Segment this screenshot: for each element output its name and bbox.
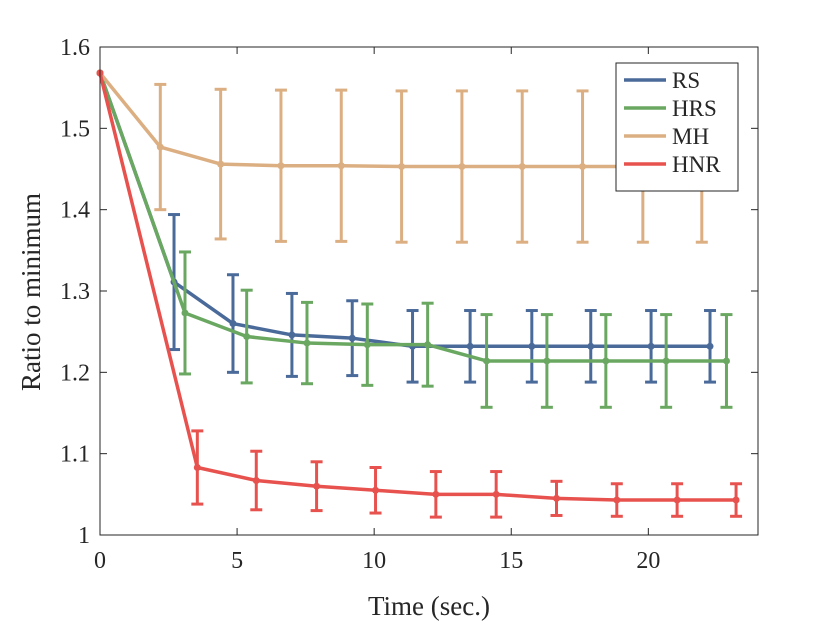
- data-point-hnr: [252, 477, 260, 485]
- data-point-hnr: [193, 463, 201, 471]
- data-point-hrs: [602, 357, 610, 365]
- data-point-hrs: [662, 357, 670, 365]
- data-point-hrs: [722, 357, 730, 365]
- data-point-mh: [277, 162, 285, 170]
- x-tick-label: 10: [362, 548, 386, 574]
- data-point-rs: [466, 342, 474, 350]
- data-point-rs: [229, 320, 237, 328]
- data-point-hnr: [673, 496, 681, 504]
- data-point-hrs: [424, 341, 432, 349]
- series-hnr: [96, 69, 743, 519]
- legend-label-hrs: HRS: [672, 96, 717, 121]
- y-axis-label: Ratio to minimum: [16, 193, 46, 391]
- data-point-mh: [579, 163, 587, 171]
- data-point-hnr: [313, 482, 321, 490]
- legend-box: [615, 62, 739, 192]
- data-point-hrs: [363, 341, 371, 349]
- data-point-hnr: [732, 496, 740, 504]
- y-tick-label: 1.1: [60, 442, 90, 468]
- data-point-hrs: [543, 357, 551, 365]
- data-point-mh: [217, 160, 225, 168]
- data-point-hnr: [492, 490, 500, 498]
- y-tick-label: 1.3: [60, 279, 90, 305]
- data-point-rs: [288, 331, 296, 339]
- data-point-hnr: [432, 490, 440, 498]
- x-tick-label: 15: [499, 548, 523, 574]
- legend-label-mh: MH: [672, 124, 709, 149]
- legend-label-rs: RS: [672, 68, 700, 93]
- y-tick-label: 1.5: [60, 116, 90, 142]
- legend: RS HRS MH HNR: [615, 62, 739, 192]
- data-point-hnr: [613, 496, 621, 504]
- data-point-hrs: [483, 357, 491, 365]
- x-axis-label: Time (sec.): [368, 591, 490, 621]
- x-tick-label: 5: [231, 548, 243, 574]
- data-point-mh: [156, 143, 164, 151]
- data-point-hrs: [303, 339, 311, 347]
- axes-layer: 0 5 10 15 20 1 1.1 1.2 1.3 1.4 1.5 1.6: [60, 35, 759, 574]
- series-hrs: [96, 69, 733, 409]
- data-point-hnr: [552, 494, 560, 502]
- x-tick-label: 20: [636, 548, 660, 574]
- data-point-mh: [337, 162, 345, 170]
- legend-label-hnr: HNR: [672, 152, 721, 177]
- data-point-hrs: [181, 309, 189, 317]
- data-point-rs: [587, 342, 595, 350]
- data-point-mh: [518, 163, 526, 171]
- y-tick-label: 1: [78, 523, 90, 549]
- y-tick-label: 1.2: [60, 360, 90, 386]
- y-tick-label: 1.6: [60, 35, 90, 61]
- data-point-hrs: [243, 333, 251, 341]
- data-point-hnr: [372, 486, 380, 494]
- data-point-mh: [398, 163, 406, 171]
- data-point-rs: [706, 342, 714, 350]
- data-point-rs: [647, 342, 655, 350]
- data-point-rs: [528, 342, 536, 350]
- data-point-rs: [348, 334, 356, 342]
- x-tick-label: 0: [94, 548, 106, 574]
- y-tick-label: 1.4: [60, 198, 90, 224]
- data-point-mh: [458, 163, 466, 171]
